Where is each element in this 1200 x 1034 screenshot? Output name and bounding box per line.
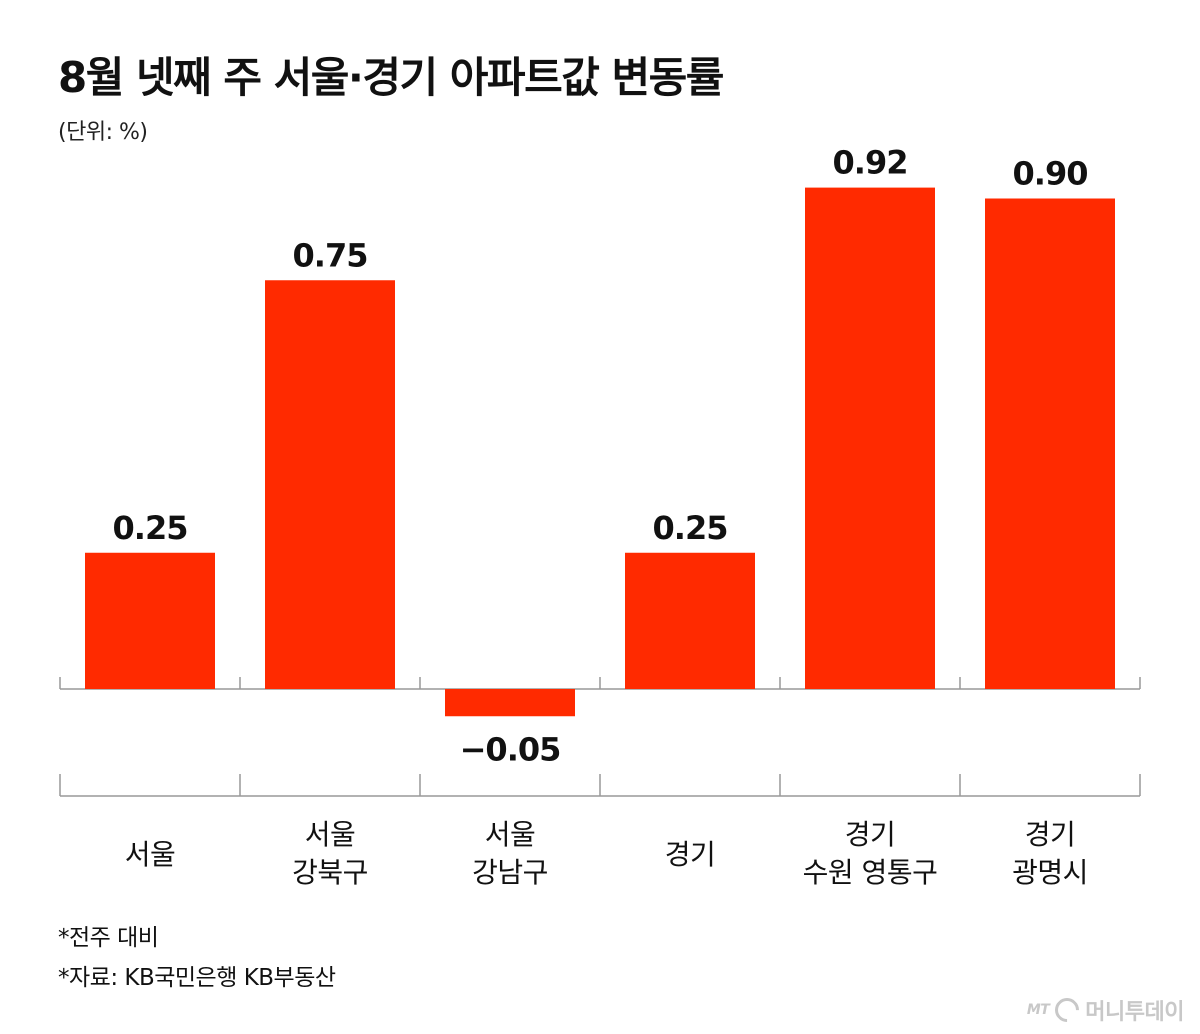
value-label-0: 0.25 xyxy=(113,509,188,547)
bar-3 xyxy=(625,552,755,689)
category-label-0-0: 서울 xyxy=(125,838,176,871)
bar-5 xyxy=(985,198,1115,689)
swirl-icon xyxy=(1050,993,1085,1027)
category-label-4-0: 경기 xyxy=(845,818,896,851)
value-label-4: 0.92 xyxy=(833,144,908,182)
category-label-4-1: 수원 영통구 xyxy=(803,856,938,889)
category-label-1-0: 서울 xyxy=(305,818,356,851)
bar-2 xyxy=(445,689,575,717)
brand-name: 머니투데이 xyxy=(1085,1000,1184,1025)
unit-label: (단위: %) xyxy=(58,120,148,145)
bar-1 xyxy=(265,280,395,689)
category-label-2-0: 서울 xyxy=(485,818,536,851)
category-label-1-1: 강북구 xyxy=(292,856,368,889)
brand-logo: MT 머니투데이 xyxy=(1026,993,1184,1027)
value-label-3: 0.25 xyxy=(653,509,728,547)
note-basis: *전주 대비 xyxy=(58,925,159,951)
category-label-5-1: 광명시 xyxy=(1012,856,1088,889)
value-label-5: 0.90 xyxy=(1013,155,1088,193)
chart-title: 8월 넷째 주 서울·경기 아파트값 변동률 xyxy=(58,53,724,102)
category-label-2-1: 강남구 xyxy=(472,856,548,889)
brand-mark: MT xyxy=(1026,1002,1050,1018)
note-source: *자료: KB국민은행 KB부동산 xyxy=(58,965,336,991)
value-label-2: −0.05 xyxy=(460,730,561,768)
bar-4 xyxy=(805,187,935,689)
bar-0 xyxy=(85,552,215,689)
notes: *전주 대비 *자료: KB국민은행 KB부동산 xyxy=(58,918,336,998)
category-label-3-0: 경기 xyxy=(665,838,716,871)
value-label-1: 0.75 xyxy=(293,236,368,274)
category-label-5-0: 경기 xyxy=(1025,818,1076,851)
